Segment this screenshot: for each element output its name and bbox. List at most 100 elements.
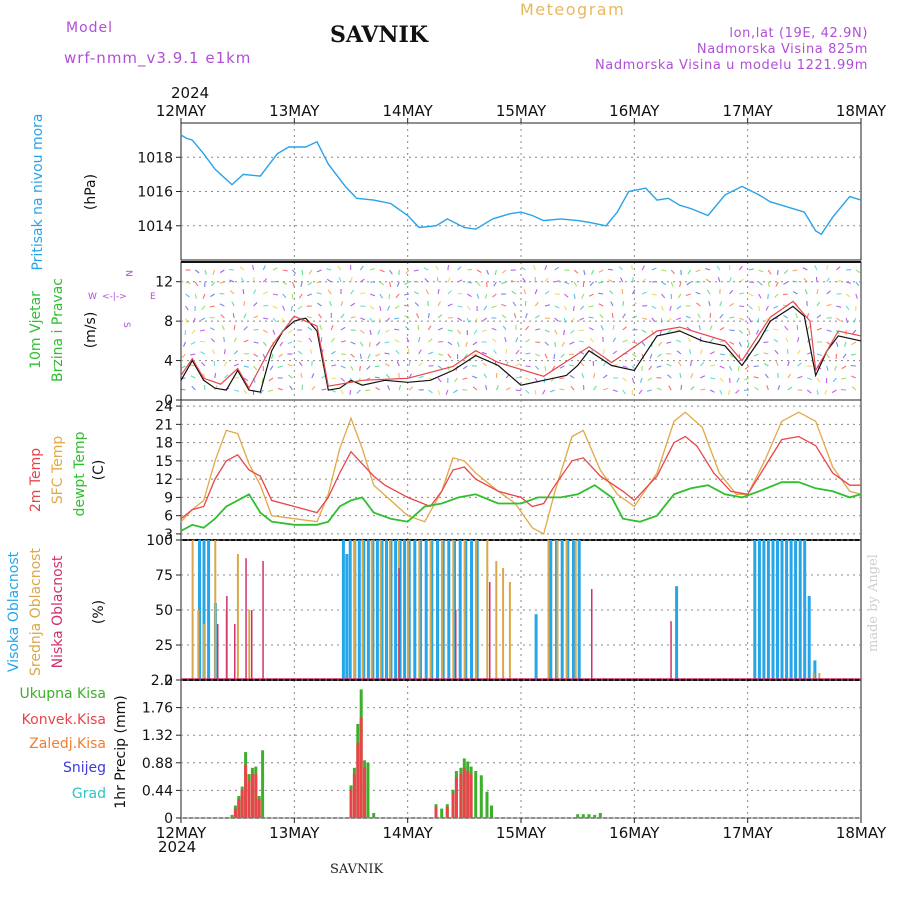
wind-barb xyxy=(282,281,288,285)
wind-barb xyxy=(607,268,614,271)
wind-barb xyxy=(544,365,547,371)
wind-barb xyxy=(679,372,682,379)
wind-barb xyxy=(700,375,706,379)
wind-barb xyxy=(569,341,575,345)
wind-barb xyxy=(559,388,565,391)
wind-barb xyxy=(651,267,657,271)
wind-barb xyxy=(729,365,733,371)
wind-barb xyxy=(297,339,303,343)
cloud-bar-0 xyxy=(375,540,379,680)
wind-barb xyxy=(855,269,861,274)
wind-barb xyxy=(375,353,381,357)
wind-barb xyxy=(262,341,267,347)
temperature-panel-frame xyxy=(180,399,862,541)
wind-barb xyxy=(583,269,586,276)
wind-barb xyxy=(512,301,517,307)
wind-barb xyxy=(369,305,375,310)
wind-barb xyxy=(291,281,295,287)
wind-barb xyxy=(437,353,444,356)
wind-barb xyxy=(199,329,206,332)
cloud-bar-0 xyxy=(780,540,784,680)
wind-barb xyxy=(622,339,628,343)
precip-y-tick-label: 1.76 xyxy=(142,701,173,717)
wind-barb xyxy=(685,315,691,319)
wind-barb xyxy=(525,352,531,355)
cloud-bar-0 xyxy=(453,540,456,680)
cloud-bar-1 xyxy=(486,540,489,680)
cloud-unit-label: (%) xyxy=(91,600,107,624)
wind-barb xyxy=(680,384,683,391)
cloud-bar-0 xyxy=(398,540,402,680)
wind-barb xyxy=(201,362,206,367)
wind-barb xyxy=(387,385,391,391)
precip-bar-1 xyxy=(233,808,237,818)
temperature-y-tick-label: 12 xyxy=(155,472,173,488)
wind-unit-label: (m/s) xyxy=(83,312,99,349)
precip-bar-1 xyxy=(349,789,353,818)
wind-barb xyxy=(279,341,284,347)
wind-barb xyxy=(661,269,667,272)
wind-barb xyxy=(580,361,585,367)
wind-barb xyxy=(610,301,614,307)
temperature-y-tick-label: 9 xyxy=(164,490,173,506)
cloud-bar-0 xyxy=(785,540,789,680)
cloud-bar-0 xyxy=(766,540,770,680)
wind-barb xyxy=(350,289,355,295)
cloud-bar-1 xyxy=(565,540,568,680)
wind-barb xyxy=(651,317,656,323)
wind-barb xyxy=(210,293,215,298)
model-name: wrf-nmm_v3.9.1 e1km xyxy=(64,49,252,67)
pressure-y-tick-label: 1018 xyxy=(137,150,173,166)
wind-barb xyxy=(845,305,850,311)
pressure-y-tick-label: 1014 xyxy=(137,219,173,235)
wind-barb xyxy=(307,326,313,331)
wind-barb xyxy=(670,281,674,287)
wind-barb xyxy=(649,353,653,359)
cloud-bar-2 xyxy=(670,621,672,680)
precip-legend-item: Ukupna Kisa xyxy=(19,686,106,702)
wind-barb xyxy=(243,301,246,307)
cloud-bar-0 xyxy=(389,540,393,680)
wind-barb xyxy=(544,329,550,333)
wind-barb xyxy=(551,365,556,371)
wind-barb xyxy=(709,325,713,331)
cloud-bar-0 xyxy=(566,540,570,680)
cloud-bar-2 xyxy=(251,610,253,680)
wind-barb xyxy=(747,341,750,347)
wind-barb xyxy=(269,365,274,371)
wind-barb xyxy=(396,361,400,367)
wind-barb xyxy=(403,304,410,307)
wind-barb xyxy=(716,265,721,271)
wind-barb xyxy=(340,313,345,319)
wind-barb xyxy=(457,341,460,347)
wind-barb xyxy=(331,389,337,393)
cloud-bar-1 xyxy=(418,540,421,680)
wind-barb xyxy=(814,265,818,271)
wind-barb xyxy=(569,374,575,379)
wind-barb xyxy=(185,281,191,285)
precip-bar-1 xyxy=(469,774,473,818)
cloud-bar-1 xyxy=(547,540,550,680)
cloud-bar-1 xyxy=(370,540,373,680)
wind-barb xyxy=(632,353,637,358)
precip-bar-1 xyxy=(462,767,466,818)
wind-barb xyxy=(407,348,410,355)
cloud-bar-2 xyxy=(489,582,491,680)
wind-barb xyxy=(330,350,336,355)
wind-barb xyxy=(641,341,646,347)
precip-bar-1 xyxy=(363,767,367,818)
wind-barb xyxy=(554,329,558,335)
wind-barb xyxy=(369,317,374,323)
wind-barb xyxy=(482,362,488,367)
wind-barb xyxy=(484,293,488,299)
cloud-bar-0 xyxy=(798,540,802,680)
wind-barb xyxy=(855,281,860,287)
wind-barb xyxy=(253,365,258,371)
wind-barb xyxy=(832,377,837,383)
wind-barb xyxy=(641,265,645,271)
low-cloud-ylabel: Niska Oblacnost xyxy=(50,555,66,668)
wind-barb xyxy=(472,375,478,379)
wind-barb xyxy=(262,278,268,283)
cloud-bar-1 xyxy=(495,561,498,680)
precip-legend-item: Zaledj.Kisa xyxy=(29,736,106,752)
